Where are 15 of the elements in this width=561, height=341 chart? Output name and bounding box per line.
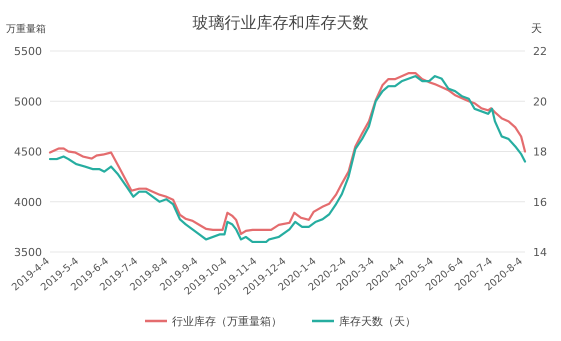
chart-title: 玻璃行业库存和库存天数 <box>192 13 368 32</box>
y-tick-label: 3500 <box>14 246 42 259</box>
y2-tick-label: 20 <box>533 95 547 108</box>
y-tick-label: 4000 <box>14 196 42 209</box>
y2-tick-label: 16 <box>533 196 547 209</box>
y2-axis-title: 天 <box>531 22 542 35</box>
legend-label: 行业库存（万重量箱） <box>172 315 282 328</box>
y-tick-label: 5000 <box>14 95 42 108</box>
y-axis-title: 万重量箱 <box>6 23 46 35</box>
y-tick-label: 4500 <box>14 146 42 158</box>
y2-tick-label: 14 <box>533 246 547 259</box>
y2-tick-label: 18 <box>533 146 547 158</box>
legend-label: 库存天数（天） <box>339 315 416 328</box>
y-tick-label: 5500 <box>14 45 42 58</box>
y2-tick-label: 22 <box>533 45 547 58</box>
